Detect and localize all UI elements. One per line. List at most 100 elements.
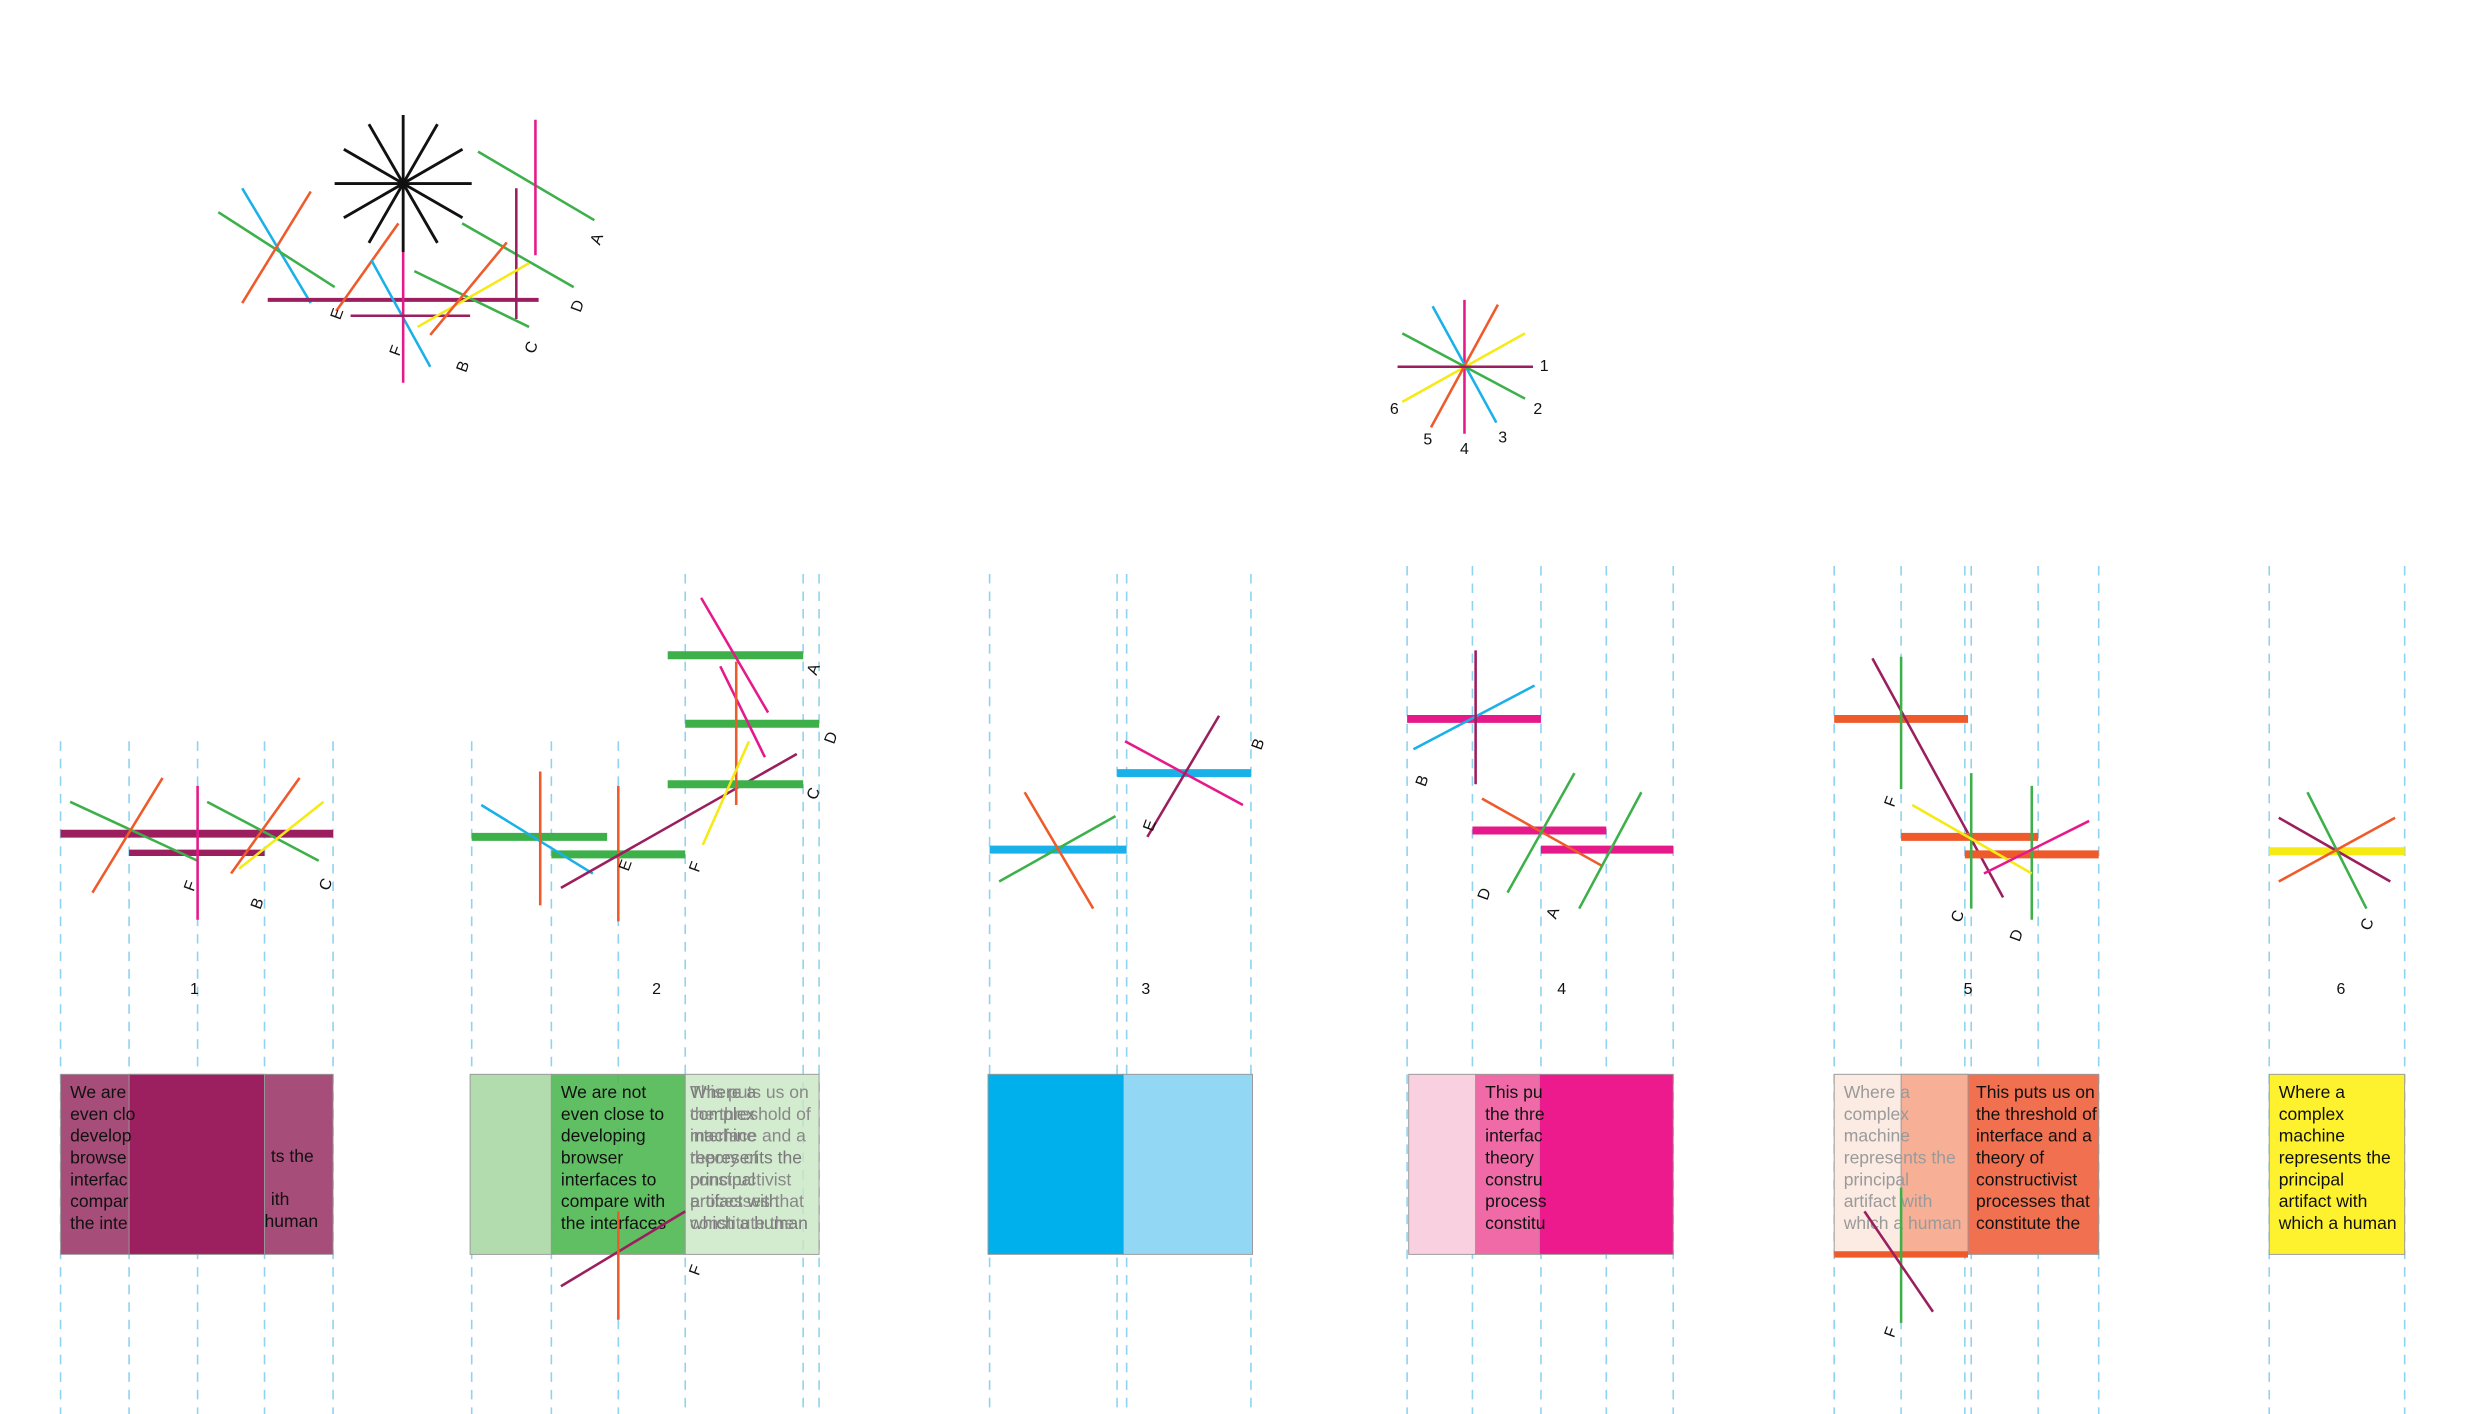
panel-number: 3	[1141, 981, 1150, 998]
paragraph-line: represents the	[2279, 1148, 2391, 1168]
letter-label: E	[1140, 818, 1160, 834]
letter-label: D	[1475, 886, 1495, 903]
paragraph-line: complex	[1844, 1104, 1909, 1124]
paragraph-line: complex	[2279, 1104, 2344, 1124]
paragraph-line: the inte	[70, 1213, 127, 1233]
stroke	[1871, 657, 2005, 899]
paragraph-line: represents the	[690, 1148, 802, 1168]
panel-number: 6	[2336, 981, 2345, 998]
stroke	[230, 777, 301, 875]
paragraph-line: the threshold of	[690, 1104, 811, 1124]
text-box	[1122, 1073, 1254, 1255]
letter-label: C	[522, 339, 542, 356]
paragraph-line: which a human	[2278, 1213, 2397, 1233]
paragraph-line: browse	[70, 1148, 126, 1168]
paragraph-line: This pu	[1485, 1082, 1542, 1102]
paragraph-line: compar	[70, 1191, 129, 1211]
paragraph-line: processes that	[690, 1191, 804, 1211]
paragraph-line: machine	[1844, 1126, 1910, 1146]
letter-label: B	[1413, 773, 1433, 789]
stroke	[91, 777, 164, 894]
paragraph-line: principal	[690, 1169, 755, 1189]
letter-label: A	[1544, 905, 1564, 921]
paragraph-line: process	[1485, 1191, 1547, 1211]
paragraph-line: ith	[271, 1189, 290, 1209]
paragraph-line: This puts us on	[1976, 1082, 2095, 1102]
stroke	[560, 1210, 686, 1288]
stroke	[700, 597, 770, 714]
stroke	[206, 800, 320, 862]
panel-number: 1	[190, 981, 199, 998]
stroke	[480, 803, 594, 875]
text-box	[2268, 1073, 2406, 1255]
paragraph-line: theory of	[690, 1148, 758, 1168]
paragraph-line: principal	[2279, 1169, 2344, 1189]
paragraph-line: processes that	[1976, 1191, 2090, 1211]
paragraph-line: complex	[690, 1104, 755, 1124]
letter-label: E	[616, 858, 636, 874]
paragraph-line: develop	[70, 1126, 131, 1146]
legend-label: 6	[1390, 401, 1399, 418]
letter-label: D	[822, 730, 842, 747]
paragraph-line: Where a	[2279, 1082, 2345, 1102]
letter-label: A	[587, 231, 607, 247]
paragraph-line: artifact with	[2279, 1191, 2368, 1211]
stroke	[1863, 1210, 1935, 1313]
letter-label: B	[248, 896, 268, 912]
paragraph-line: even close to	[561, 1104, 664, 1124]
paragraph-line: browser	[561, 1148, 623, 1168]
paragraph-line: interface and a	[1976, 1126, 2092, 1146]
letter-label: E	[328, 306, 348, 322]
paragraph-line: principal	[1844, 1169, 1909, 1189]
letter-label: F	[1882, 1325, 1901, 1340]
legend-label: 1	[1540, 358, 1549, 375]
stroke	[370, 259, 432, 368]
paragraph-line: We are not	[561, 1082, 646, 1102]
paragraph-line: artifact with	[1844, 1191, 1933, 1211]
stroke	[1983, 819, 2090, 875]
letter-label: A	[804, 661, 824, 677]
paragraph-line: Where a	[690, 1082, 756, 1102]
paragraph-line: compare with	[561, 1191, 665, 1211]
stroke	[1412, 684, 1536, 751]
letter-label: C	[316, 876, 336, 893]
letter-label: D	[568, 298, 588, 315]
text-box	[1900, 1073, 1969, 1255]
paragraph-line: machine	[2279, 1126, 2345, 1146]
paragraph-line: the threshold of	[1976, 1104, 2097, 1124]
text-box	[987, 1073, 1124, 1255]
stroke	[416, 262, 530, 329]
stroke	[461, 222, 575, 289]
paragraph-line: constructivist	[690, 1169, 791, 1189]
text-box	[1967, 1073, 2100, 1255]
paragraph-line: theory of	[1976, 1148, 2044, 1168]
paragraph-line: human	[265, 1211, 319, 1231]
stroke	[2278, 816, 2396, 883]
letter-label: F	[1882, 794, 1901, 809]
paragraph-line: constitute the	[1976, 1213, 2080, 1233]
paragraph-line: even clo	[70, 1104, 135, 1124]
paragraph-line: represents the	[1844, 1148, 1956, 1168]
letter-label: F	[181, 878, 200, 893]
stroke	[413, 270, 530, 329]
stroke	[1506, 772, 1576, 894]
panel-number: 5	[1964, 981, 1973, 998]
paragraph-line: interfac	[1485, 1126, 1543, 1146]
text-box	[1475, 1073, 1540, 1255]
paragraph-line: ts the	[271, 1146, 314, 1166]
paragraph-line: This puts us on	[690, 1082, 809, 1102]
stroke	[238, 800, 325, 870]
paragraph-line: machine	[690, 1126, 756, 1146]
text-box	[684, 1073, 820, 1255]
text-box	[1408, 1073, 1477, 1255]
paragraph-line: the interfaces	[561, 1213, 666, 1233]
paragraph-line: interfac	[70, 1169, 128, 1189]
letter-label: F	[387, 343, 406, 358]
star-ray	[343, 148, 464, 220]
letter-label: C	[2358, 916, 2378, 933]
paragraph-line: constitu	[1485, 1213, 1545, 1233]
paragraph-line: the thre	[1485, 1104, 1544, 1124]
paragraph-line: Where a	[1844, 1082, 1910, 1102]
